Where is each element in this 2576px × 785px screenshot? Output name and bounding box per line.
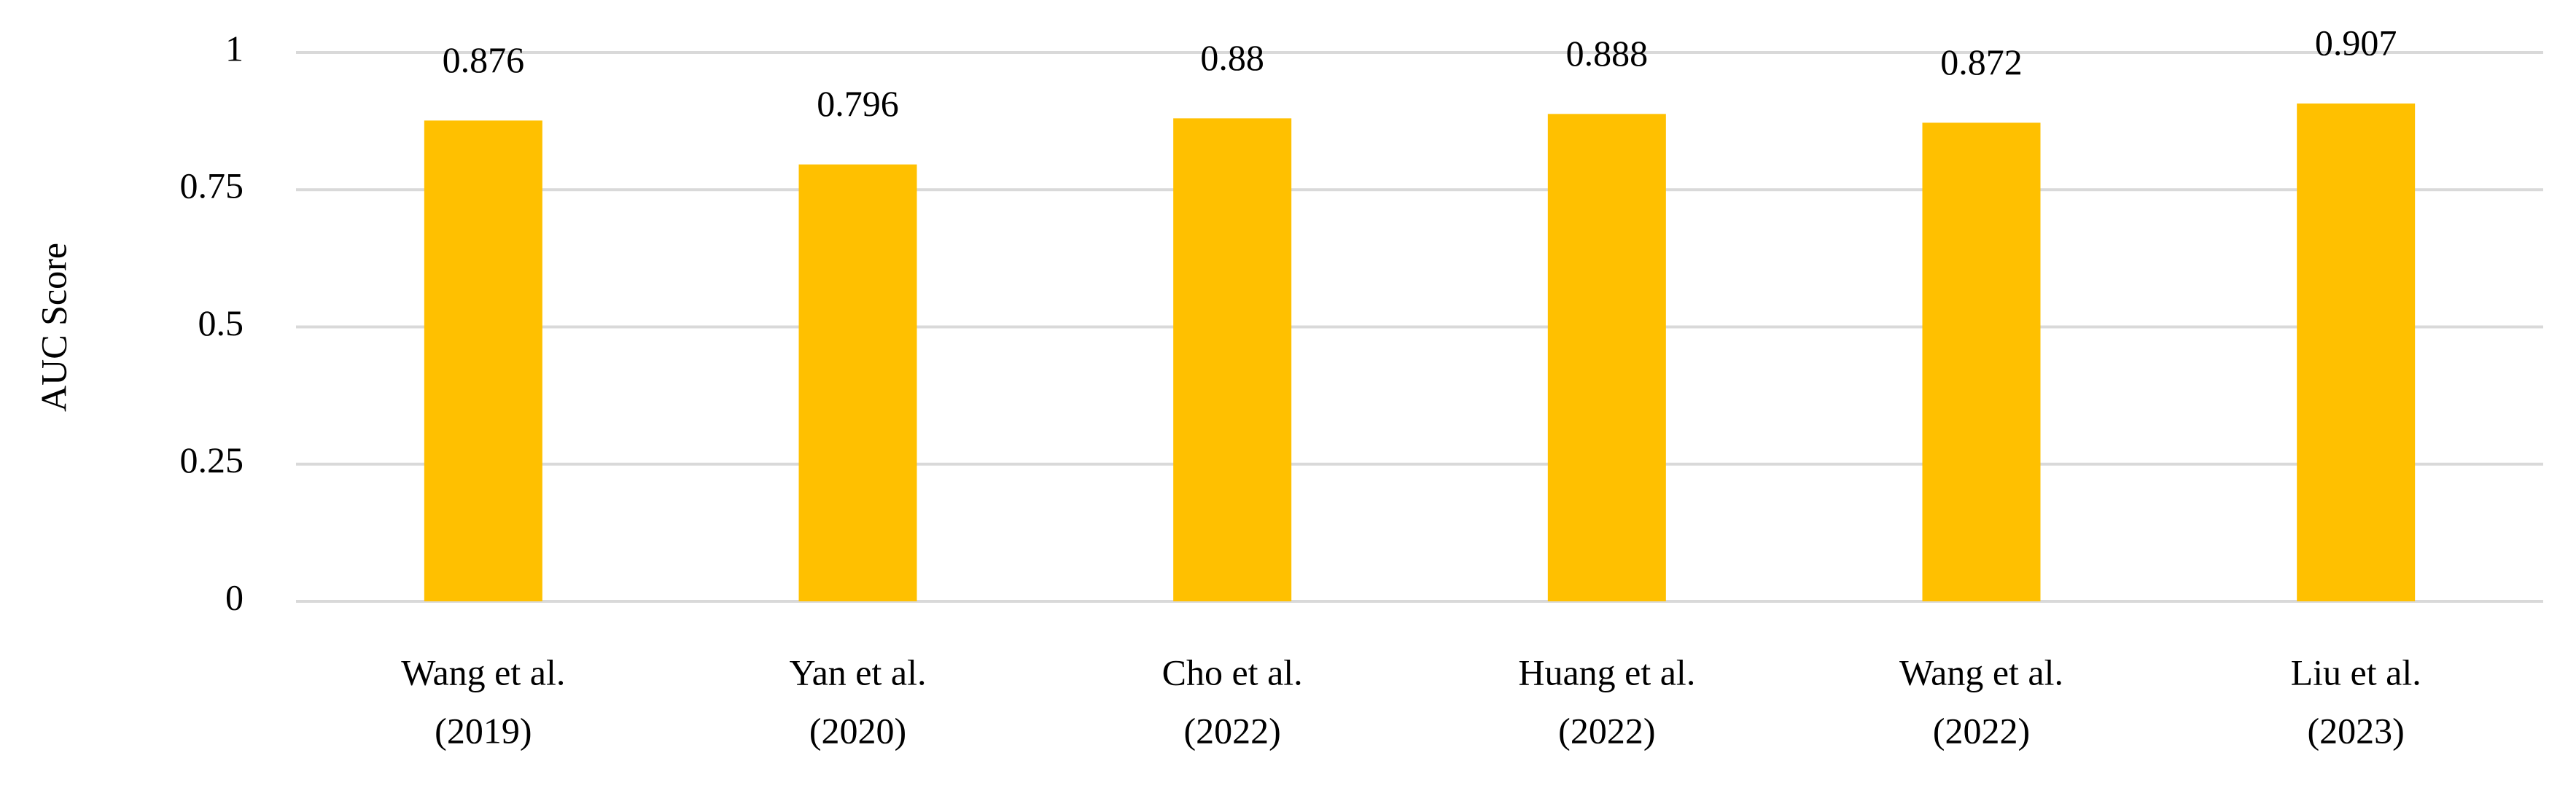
x-tick-label: (2023)	[2308, 710, 2405, 751]
bar	[1547, 114, 1666, 601]
x-tick-label: Wang et al.	[1899, 652, 2063, 692]
y-axis-title: AUC Score	[33, 243, 74, 412]
y-tick-label: 0.5	[198, 302, 244, 343]
y-tick-label: 0.75	[180, 165, 244, 206]
x-tick-label: Cho et al.	[1162, 652, 1303, 692]
value-label: 0.888	[1566, 33, 1649, 74]
bar	[1922, 122, 2041, 601]
value-label: 0.796	[817, 83, 899, 124]
x-tick-label: (2020)	[809, 710, 906, 751]
bar	[798, 164, 917, 601]
value-label: 0.876	[443, 39, 525, 80]
x-tick-label: Huang et al.	[1518, 652, 1695, 692]
bar	[2297, 104, 2416, 602]
x-tick-label: (2019)	[435, 710, 532, 751]
bar	[1173, 118, 1292, 602]
x-tick-label: (2022)	[1558, 710, 1655, 751]
x-tick-label: (2022)	[1184, 710, 1281, 751]
value-label: 0.88	[1200, 37, 1264, 78]
x-tick-label: Wang et al.	[401, 652, 565, 692]
value-label: 0.907	[2315, 22, 2397, 63]
bar	[424, 120, 542, 601]
x-tick-label: Liu et al.	[2291, 652, 2421, 692]
y-tick-label: 1	[225, 28, 244, 69]
y-tick-label: 0	[225, 577, 244, 617]
x-tick-label: (2022)	[1933, 710, 2030, 751]
y-tick-label: 0.25	[180, 440, 244, 480]
x-tick-label: Yan et al.	[790, 652, 927, 692]
value-label: 0.872	[1940, 42, 2023, 82]
